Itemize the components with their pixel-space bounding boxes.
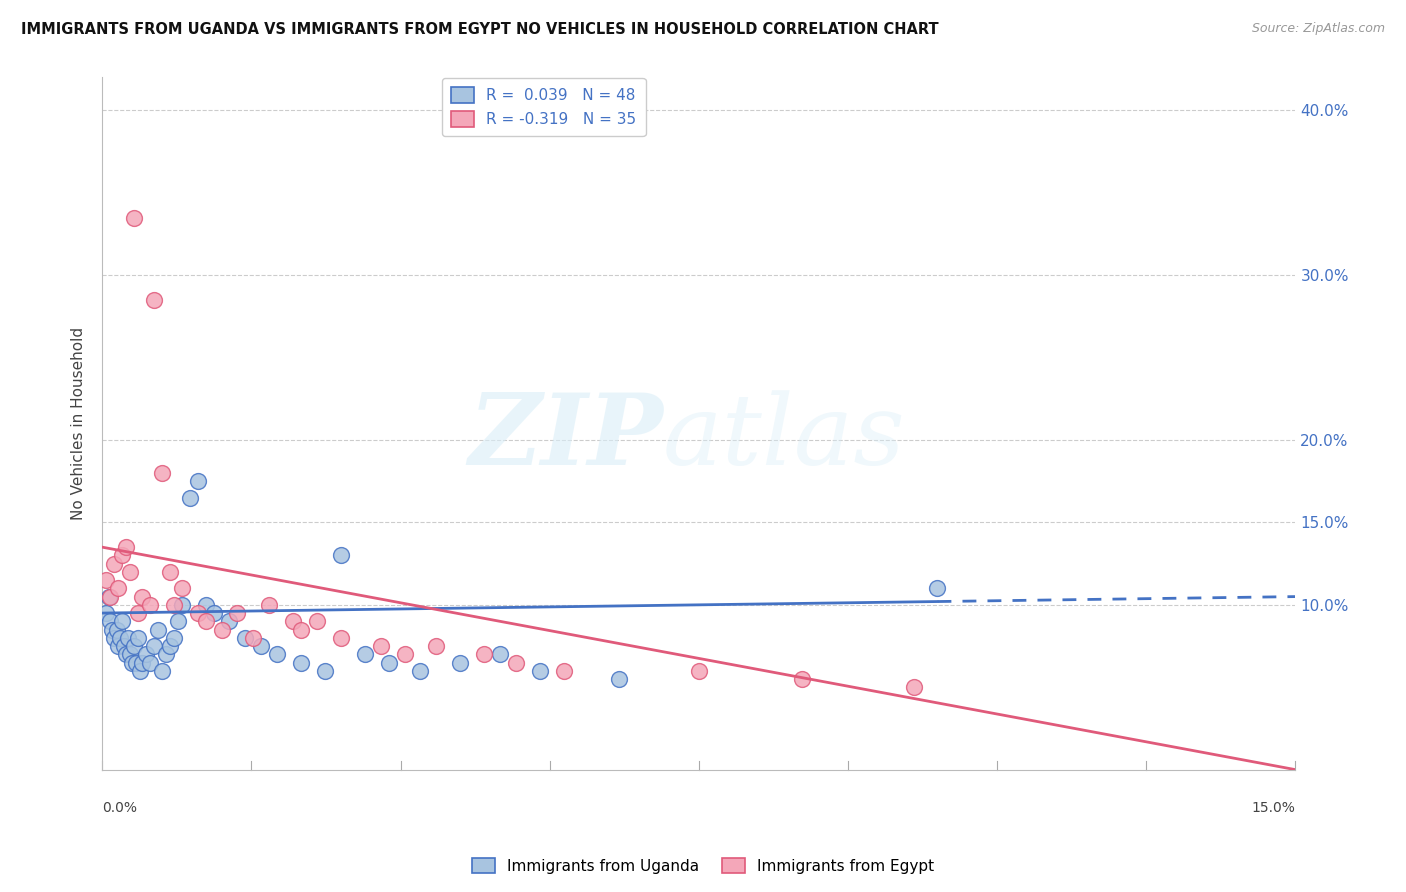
Point xyxy=(329,549,352,563)
Point xyxy=(96,606,118,620)
Point xyxy=(103,557,125,571)
Point xyxy=(259,598,281,612)
Point xyxy=(170,598,193,612)
Point xyxy=(377,656,399,670)
Point xyxy=(353,648,375,662)
Point xyxy=(129,664,152,678)
Point xyxy=(98,590,121,604)
Point xyxy=(117,631,139,645)
Point xyxy=(111,615,134,629)
Point xyxy=(329,631,352,645)
Point xyxy=(139,656,162,670)
Point xyxy=(290,623,312,637)
Point xyxy=(179,491,201,505)
Point xyxy=(792,672,814,686)
Point xyxy=(100,623,122,637)
Point xyxy=(122,211,145,225)
Point xyxy=(170,582,193,596)
Text: atlas: atlas xyxy=(664,390,905,485)
Point xyxy=(194,615,217,629)
Point xyxy=(394,648,416,662)
Point xyxy=(242,631,264,645)
Point xyxy=(159,639,181,653)
Point xyxy=(314,664,336,678)
Point xyxy=(187,606,209,620)
Point xyxy=(489,648,512,662)
Point xyxy=(115,648,138,662)
Point xyxy=(150,466,173,480)
Point xyxy=(529,664,551,678)
Point xyxy=(235,631,257,645)
Point xyxy=(107,639,129,653)
Point xyxy=(103,631,125,645)
Point xyxy=(903,680,925,694)
Point xyxy=(124,656,146,670)
Point xyxy=(127,631,149,645)
Point xyxy=(121,656,143,670)
Point xyxy=(139,598,162,612)
Point xyxy=(118,648,141,662)
Point xyxy=(150,664,173,678)
Text: 15.0%: 15.0% xyxy=(1251,801,1295,814)
Point xyxy=(131,656,153,670)
Point xyxy=(211,623,233,637)
Point xyxy=(108,631,131,645)
Point xyxy=(218,615,240,629)
Point xyxy=(163,598,186,612)
Legend: Immigrants from Uganda, Immigrants from Egypt: Immigrants from Uganda, Immigrants from … xyxy=(465,852,941,880)
Point xyxy=(135,648,157,662)
Point xyxy=(105,623,128,637)
Point xyxy=(98,615,121,629)
Point xyxy=(118,565,141,579)
Point xyxy=(187,474,209,488)
Point xyxy=(142,639,165,653)
Point xyxy=(194,598,217,612)
Point xyxy=(155,648,177,662)
Text: Source: ZipAtlas.com: Source: ZipAtlas.com xyxy=(1251,22,1385,36)
Text: 0.0%: 0.0% xyxy=(103,801,138,814)
Point xyxy=(266,648,288,662)
Point xyxy=(305,615,328,629)
Point xyxy=(472,648,495,662)
Point xyxy=(290,656,312,670)
Point xyxy=(107,582,129,596)
Point xyxy=(96,573,118,587)
Text: IMMIGRANTS FROM UGANDA VS IMMIGRANTS FROM EGYPT NO VEHICLES IN HOUSEHOLD CORRELA: IMMIGRANTS FROM UGANDA VS IMMIGRANTS FRO… xyxy=(21,22,939,37)
Point xyxy=(146,623,169,637)
Point xyxy=(127,606,149,620)
Y-axis label: No Vehicles in Household: No Vehicles in Household xyxy=(72,327,86,520)
Point xyxy=(166,615,188,629)
Point xyxy=(370,639,392,653)
Point xyxy=(449,656,471,670)
Point xyxy=(281,615,304,629)
Point xyxy=(226,606,249,620)
Point xyxy=(97,590,120,604)
Point xyxy=(688,664,710,678)
Point xyxy=(250,639,273,653)
Point xyxy=(114,639,136,653)
Point xyxy=(409,664,432,678)
Point xyxy=(505,656,527,670)
Legend: R =  0.039   N = 48, R = -0.319   N = 35: R = 0.039 N = 48, R = -0.319 N = 35 xyxy=(441,78,645,136)
Point xyxy=(927,582,949,596)
Point xyxy=(122,639,145,653)
Point xyxy=(142,293,165,307)
Point xyxy=(425,639,447,653)
Point xyxy=(159,565,181,579)
Point xyxy=(131,590,153,604)
Point xyxy=(553,664,575,678)
Point xyxy=(163,631,186,645)
Text: ZIP: ZIP xyxy=(468,389,664,485)
Point xyxy=(111,549,134,563)
Point xyxy=(202,606,225,620)
Point xyxy=(607,672,630,686)
Point xyxy=(115,540,138,554)
